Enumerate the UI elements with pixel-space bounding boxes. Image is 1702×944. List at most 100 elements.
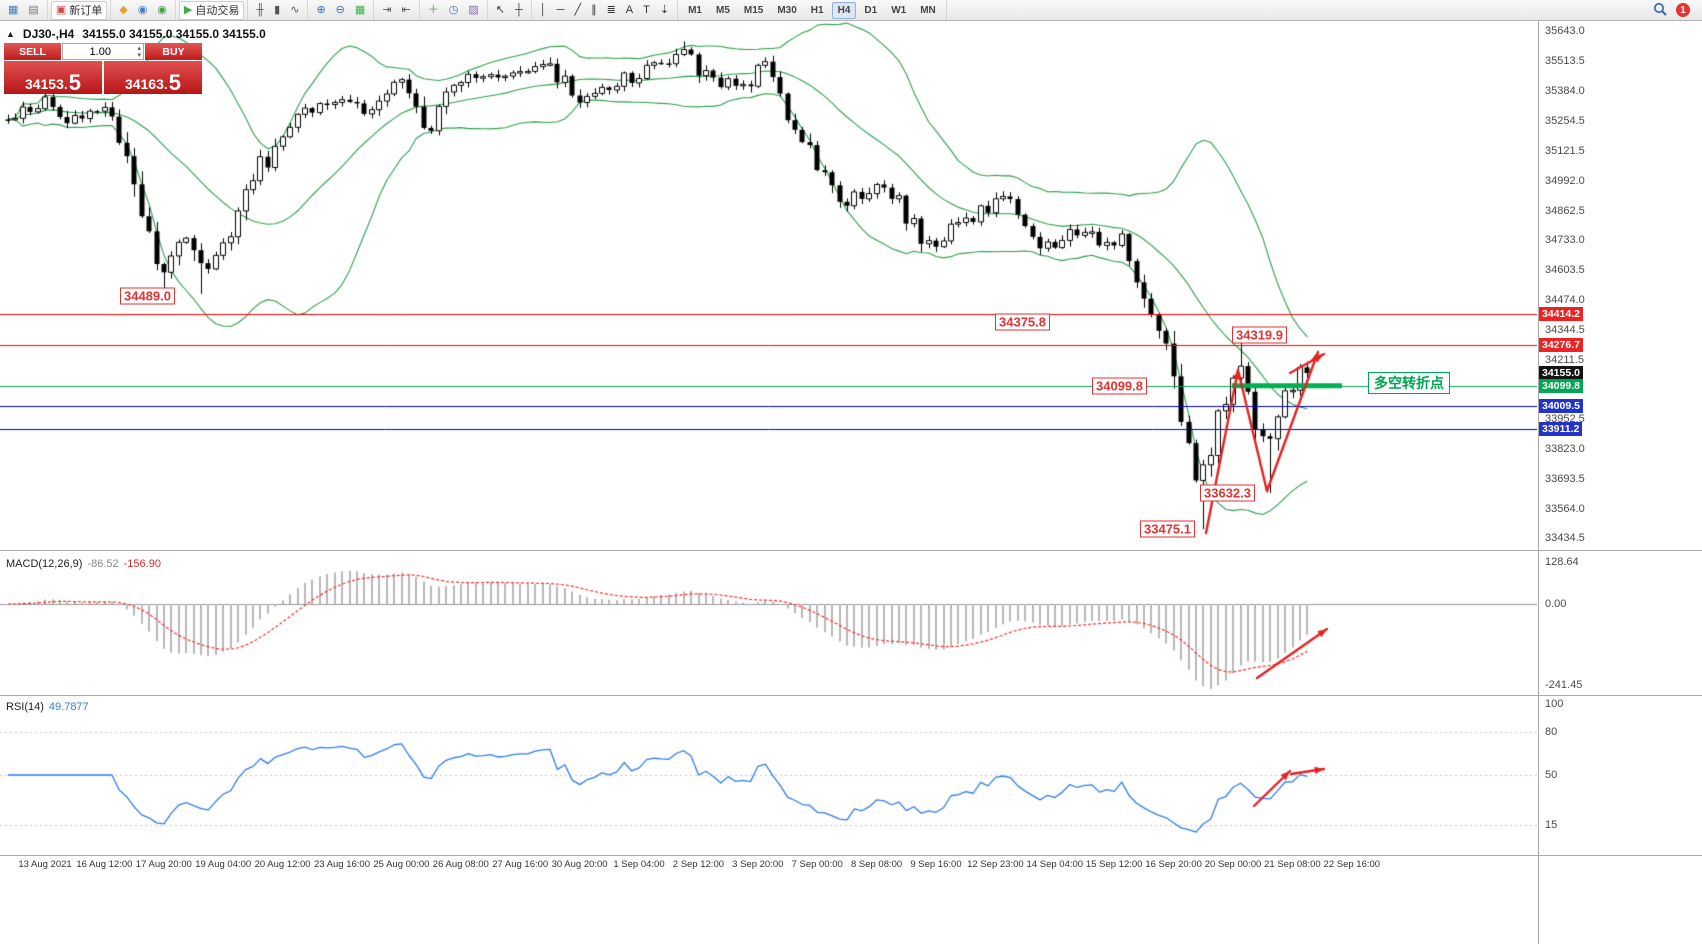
community-button[interactable]: ◉ — [152, 1, 172, 20]
volume-stepper[interactable]: ▴ ▾ — [62, 43, 144, 60]
turning-point-note[interactable]: 多空转折点 — [1368, 372, 1450, 395]
ohlc-values: 34155.0 34155.0 34155.0 34155.0 — [82, 27, 266, 41]
price-axis-label: 34733.0 — [1545, 234, 1585, 247]
channel-button[interactable]: ∥ — [586, 1, 602, 20]
community-icon: ◉ — [157, 3, 167, 16]
sell-button[interactable]: SELL — [4, 43, 61, 60]
line-chart-icon: ∿ — [290, 3, 300, 16]
timeframe-button-M15[interactable]: M15 — [743, 4, 764, 16]
timeframe-button-H4[interactable]: H4 — [831, 1, 857, 19]
timeframe-button-MN[interactable]: MN — [920, 4, 936, 16]
vertical-line-button[interactable]: │ — [535, 1, 552, 20]
volume-up-icon[interactable]: ▴ — [137, 44, 141, 52]
price-tag-34414.2: 34414.2 — [1539, 306, 1583, 321]
trendline-button[interactable]: ╱ — [569, 1, 586, 20]
arrows-button[interactable]: ⇣ — [655, 1, 674, 20]
price-axis-label: 34862.5 — [1545, 204, 1585, 217]
panel-separator[interactable] — [0, 550, 1702, 551]
price-axis-label: 35254.5 — [1545, 114, 1585, 127]
metaeditor-button[interactable]: ◆ — [114, 1, 132, 20]
price-axis-label: 34344.5 — [1545, 323, 1585, 336]
chart-area[interactable]: ▲ DJ30-,H4 34155.0 34155.0 34155.0 34155… — [0, 21, 1537, 873]
buy-price-button[interactable]: 34163. 5 — [104, 61, 202, 94]
price-callout-34375.8[interactable]: 34375.8 — [995, 313, 1050, 331]
timeframe-button-M30[interactable]: M30 — [777, 4, 797, 16]
time-axis-label: 7 Sep 00:00 — [791, 859, 843, 870]
price-axis-label: 33564.0 — [1545, 502, 1585, 515]
chart-shift-button[interactable]: ⇤ — [397, 1, 416, 20]
timeframe-button-M5[interactable]: M5 — [715, 4, 730, 16]
fibonacci-button[interactable]: ≣ — [602, 1, 621, 20]
price-tag-34099.8: 34099.8 — [1539, 378, 1583, 393]
zoom-out-button[interactable]: ⊖ — [331, 1, 350, 20]
price-callout-33475.1[interactable]: 33475.1 — [1140, 520, 1195, 538]
price-axis-label: 33693.5 — [1545, 472, 1585, 485]
profiles-button[interactable]: ▤ — [23, 1, 43, 20]
market-watch-icon: ◉ — [137, 3, 148, 16]
indicator-axis-label: 128.64 — [1545, 556, 1579, 568]
zoom-in-icon: ⊕ — [316, 3, 326, 16]
indicator-axis-label: 50 — [1545, 769, 1558, 781]
toolbar: ▦ ▤ ▣ 新订单 ◆ ◉ ◉ ▶ 自动交易 ╫ ▮ ∿ ⊕ ⊖ ▦ ⇥ ⇤ ＋ ◷ ▨ ↖ ┼ │ ─ ╱ ∥ ≣ A T ⇣ M1 M5 M… — [0, 0, 1702, 21]
horizontal-line-icon: ─ — [556, 3, 565, 16]
crosshair-button[interactable]: ┼ — [510, 1, 528, 20]
buy-price-fraction: 5 — [168, 70, 182, 95]
templates-button[interactable]: ▨ — [463, 1, 483, 20]
timeframe-button-D1[interactable]: D1 — [864, 4, 878, 16]
cursor-button[interactable]: ↖ — [491, 1, 510, 20]
line-chart-button[interactable]: ∿ — [285, 1, 304, 20]
timeframe-button-W1[interactable]: W1 — [891, 4, 907, 16]
new-chart-icon: ▦ — [8, 3, 19, 16]
candlestick-chart-button[interactable]: ▮ — [269, 1, 285, 20]
sell-price-button[interactable]: 34153. 5 — [4, 61, 102, 94]
price-callout-33632.3[interactable]: 33632.3 — [1200, 484, 1255, 502]
bar-chart-icon: ╫ — [256, 3, 265, 16]
bar-chart-button[interactable]: ╫ — [251, 1, 269, 20]
sell-price-fraction: 5 — [68, 70, 82, 95]
rsi-name: RSI(14) — [6, 701, 44, 713]
volume-input[interactable] — [63, 44, 138, 59]
time-axis-label: 9 Sep 16:00 — [910, 859, 962, 870]
volume-down-icon[interactable]: ▾ — [137, 51, 141, 59]
new-order-icon: ▣ — [55, 3, 67, 16]
toolbar-right: 1 — [1653, 2, 1702, 19]
panel-toggle-icon[interactable]: ▲ — [6, 29, 15, 39]
time-axis-label: 13 Aug 2021 — [18, 859, 72, 870]
periods-button[interactable]: ◷ — [444, 1, 464, 20]
zoom-in-button[interactable]: ⊕ — [311, 1, 330, 20]
toolbar-groups: ▦ ▤ ▣ 新订单 ◆ ◉ ◉ ▶ 自动交易 ╫ ▮ ∿ ⊕ ⊖ ▦ ⇥ ⇤ ＋ ◷ ▨ ↖ ┼ │ ─ ╱ ∥ ≣ A T ⇣ M1 M5 M… — [0, 0, 947, 20]
search-icon[interactable] — [1653, 2, 1667, 19]
profiles-icon: ▤ — [28, 3, 39, 16]
metaeditor-icon: ◆ — [119, 3, 128, 16]
auto-scroll-button[interactable]: ⇥ — [377, 1, 396, 20]
price-callout-34489.0[interactable]: 34489.0 — [120, 287, 175, 305]
tile-windows-button[interactable]: ▦ — [350, 1, 370, 20]
indicators-button[interactable]: ＋ — [423, 1, 444, 20]
autotrading-button-label: 自动交易 — [195, 5, 240, 17]
timeframe-button-M1[interactable]: M1 — [688, 4, 702, 16]
buy-button[interactable]: BUY — [145, 43, 202, 60]
templates-icon: ▨ — [468, 3, 479, 16]
price-callout-34319.9[interactable]: 34319.9 — [1232, 326, 1287, 344]
notification-badge[interactable]: 1 — [1676, 3, 1690, 17]
indicator-axis-label: 100 — [1545, 698, 1564, 710]
label-button[interactable]: T — [638, 1, 655, 20]
symbol-ohlc-line: ▲ DJ30-,H4 34155.0 34155.0 34155.0 34155… — [6, 27, 266, 41]
macd-signal-value: -156.90 — [123, 558, 161, 570]
price-callout-34099.8[interactable]: 34099.8 — [1092, 377, 1147, 395]
time-axis-label: 19 Aug 04:00 — [195, 859, 252, 870]
new-chart-button[interactable]: ▦ — [3, 1, 23, 20]
panel-separator[interactable] — [0, 695, 1702, 696]
timeframe-button-H1[interactable]: H1 — [810, 4, 824, 16]
new-order-button[interactable]: ▣ 新订单 — [50, 0, 108, 20]
price-axis-label: 34211.5 — [1545, 354, 1584, 367]
macd-main-value: -86.52 — [87, 558, 119, 570]
market-watch-button[interactable]: ◉ — [133, 1, 153, 20]
text-button[interactable]: A — [621, 1, 638, 20]
autotrading-button[interactable]: ▶ 自动交易 — [178, 0, 245, 20]
price-axis[interactable]: 35643.0 35513.5 35384.0 35254.5 35121.5 34992… — [1538, 21, 1702, 944]
toolbar-group: ⇥ ⇤ — [374, 0, 420, 20]
time-axis-label: 1 Sep 04:00 — [613, 859, 665, 870]
price-chart-canvas[interactable] — [0, 21, 1537, 873]
horizontal-line-button[interactable]: ─ — [552, 1, 570, 20]
